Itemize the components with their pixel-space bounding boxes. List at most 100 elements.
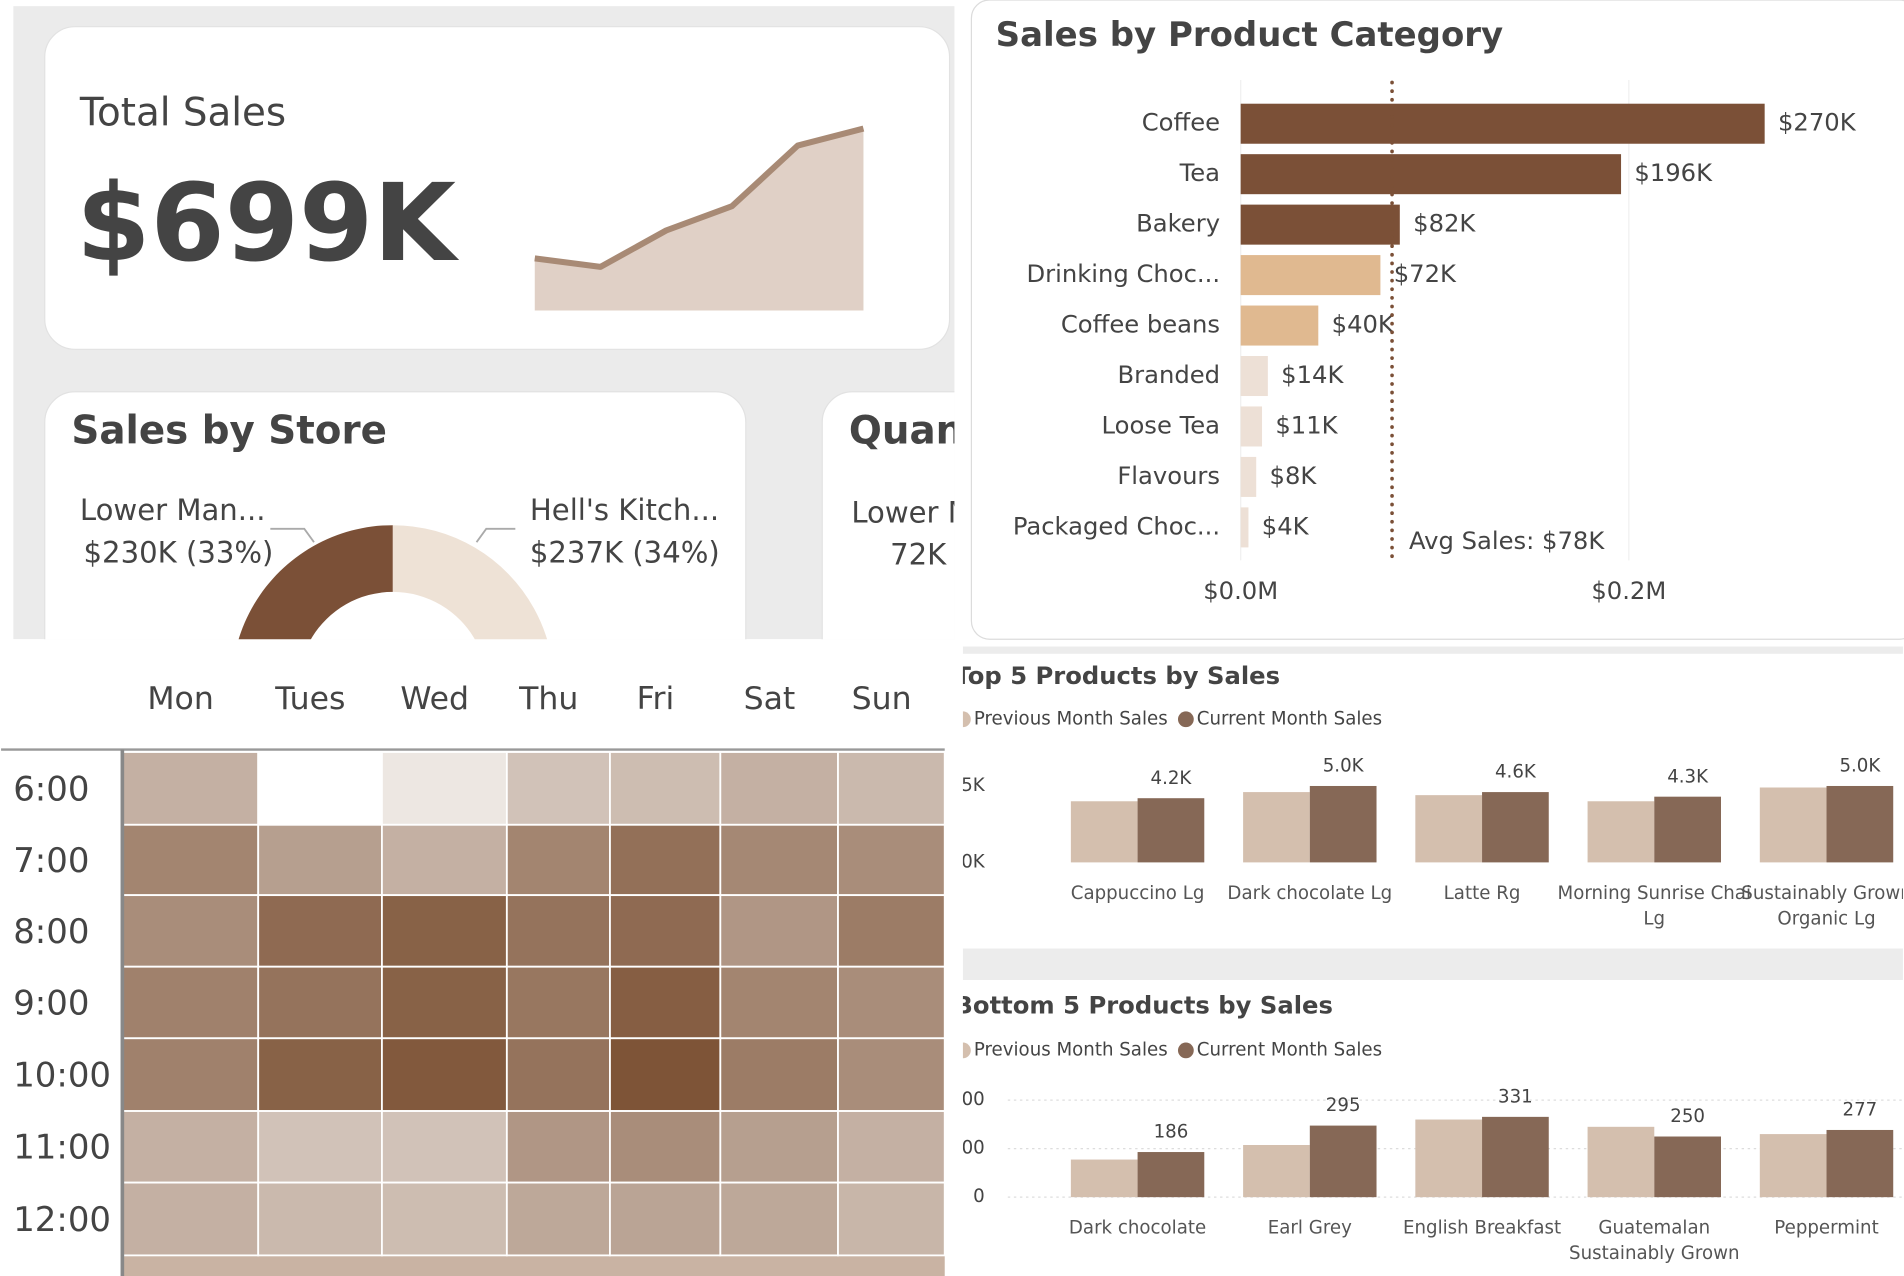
x-tick-label-box: Earl Grey xyxy=(1268,1217,1352,1239)
value-label: 186 xyxy=(1154,1122,1189,1143)
heat-cell xyxy=(257,894,383,968)
slice-value: $230K (33%) xyxy=(84,535,274,569)
hour-label: 6:00 xyxy=(13,769,89,809)
kpi-value: $699K xyxy=(76,162,459,286)
value-label: $4K xyxy=(1262,511,1310,540)
heat-cell xyxy=(609,1181,722,1257)
x-tick-label: Dark chocolate Lg xyxy=(1227,881,1393,904)
category-label: Coffee xyxy=(1142,108,1220,137)
hour-label: 7:00 xyxy=(13,841,89,881)
slice-value: $237K (34%) xyxy=(530,535,720,569)
separator xyxy=(962,646,1903,654)
category-label: Tea xyxy=(1179,158,1220,187)
x-tick-label: $0.2M xyxy=(1591,576,1666,605)
heat-cell xyxy=(257,823,383,897)
bar xyxy=(1137,1152,1205,1198)
value-label: 331 xyxy=(1498,1086,1533,1107)
slice-label: Hell's Kitch... xyxy=(530,493,719,527)
heat-cell xyxy=(121,1037,260,1112)
bar xyxy=(1587,1126,1655,1198)
kpi-title: Total Sales xyxy=(79,91,286,136)
heat-cell xyxy=(381,751,508,826)
panel-bg xyxy=(970,0,1904,640)
value-label: $196K xyxy=(1634,158,1713,187)
x-tick-label-box: English Breakfast xyxy=(1403,1216,1562,1239)
value-label: 4.6K xyxy=(1495,762,1537,783)
heat-cell xyxy=(257,1181,383,1257)
heat-cell xyxy=(121,751,260,826)
bar xyxy=(1240,305,1319,346)
category-label: Branded xyxy=(1118,360,1221,389)
heat-cell xyxy=(609,965,722,1040)
heat-cell xyxy=(837,1110,946,1184)
chart-title: Bottom 5 Products by Sales xyxy=(954,991,1333,1020)
x-tick-label: Dark chocolate xyxy=(1068,1216,1207,1239)
value-label: $40K xyxy=(1332,310,1395,339)
heat-cell xyxy=(121,1181,260,1257)
day-label: Sun xyxy=(852,681,912,717)
heat-cell xyxy=(505,894,611,968)
legend-label: Previous Month Sales xyxy=(974,708,1168,729)
heat-cell xyxy=(257,1037,383,1112)
store-card xyxy=(44,391,747,640)
heat-cell xyxy=(257,965,383,1040)
x-tick-label: Sustainably Grown Organic Lg xyxy=(1741,881,1904,930)
bar xyxy=(1309,1125,1377,1198)
y-tick-label: 200 xyxy=(950,1138,985,1159)
x-tick-label-box: Guatemalan Sustainably Grown xyxy=(1569,1217,1739,1264)
x-tick-label: English Breakfast xyxy=(1403,1216,1562,1239)
heat-cell xyxy=(609,894,722,968)
x-tick-label-box: Latte Rg xyxy=(1444,882,1521,904)
day-label: Tues xyxy=(274,681,345,717)
heat-cell xyxy=(609,823,722,897)
separator xyxy=(962,948,1903,981)
value-label: 5.0K xyxy=(1839,756,1881,777)
bar xyxy=(1243,1145,1310,1198)
heat-cell xyxy=(257,1110,383,1184)
bar xyxy=(1759,787,1827,863)
day-label: Sat xyxy=(744,681,796,717)
heat-cell xyxy=(609,1110,722,1184)
product-panels: Top 5 Products by Sales Previous Month Sa… xyxy=(950,654,1904,1276)
x-tick-label-box: Dark chocolate xyxy=(1068,1216,1207,1239)
x-tick-label: $0.0M xyxy=(1203,576,1278,605)
heat-cell xyxy=(505,1110,611,1184)
chart-title: Top 5 Products by Sales xyxy=(954,661,1280,690)
bar xyxy=(1240,507,1249,548)
x-tick-label-box: Cappuccino Lg xyxy=(1071,882,1205,904)
heat-cell xyxy=(505,1181,611,1257)
heat-cell xyxy=(719,1181,839,1257)
value-label: $270K xyxy=(1778,108,1857,137)
bar xyxy=(1654,1136,1721,1198)
x-tick-label-box: Morning Sunrise Chai Lg xyxy=(1557,881,1752,930)
hour-label: 8:00 xyxy=(13,912,89,952)
day-label: Wed xyxy=(400,681,469,717)
y-tick-label: 5K xyxy=(961,775,986,796)
bar xyxy=(1240,355,1268,397)
heat-cell xyxy=(121,965,260,1040)
donut-slice xyxy=(392,525,547,640)
value-label: $11K xyxy=(1275,410,1338,439)
heat-cell xyxy=(837,823,946,897)
heat-cell xyxy=(381,1037,508,1112)
x-tick-label: Morning Sunrise Chai Lg xyxy=(1557,881,1752,930)
heat-cell xyxy=(505,965,611,1040)
leader-line xyxy=(475,527,516,543)
heat-cell xyxy=(381,1110,508,1184)
partial-row xyxy=(122,1255,945,1276)
value-label: $14K xyxy=(1281,360,1344,389)
bar xyxy=(1654,796,1721,863)
chart-title: Sales by Store xyxy=(71,409,387,454)
bar xyxy=(1309,785,1377,863)
value-label: 250 xyxy=(1670,1106,1705,1127)
x-tick-label-box: Sustainably Grown Organic Lg xyxy=(1741,881,1904,930)
heat-cell xyxy=(381,894,508,968)
heat-cell xyxy=(381,823,508,897)
hour-label: 9:00 xyxy=(13,983,89,1023)
bar xyxy=(1826,1129,1894,1198)
bar xyxy=(1587,801,1655,863)
slice-label: Lower Man... xyxy=(80,493,266,527)
bar xyxy=(1482,792,1549,863)
